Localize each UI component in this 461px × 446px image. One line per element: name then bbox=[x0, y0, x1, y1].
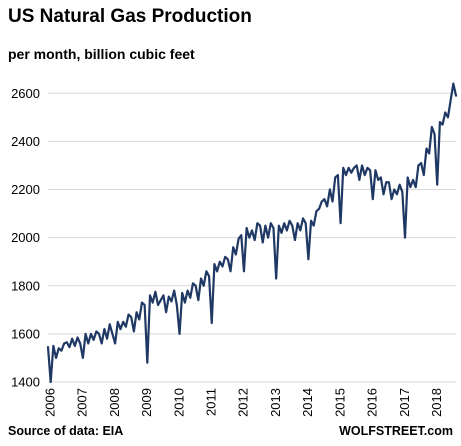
xtick-label-2013: 2013 bbox=[268, 388, 283, 417]
xtick-label-2007: 2007 bbox=[75, 388, 90, 417]
source-note: Source of data: EIA bbox=[8, 424, 124, 438]
series-line-production bbox=[46, 82, 458, 384]
xtick-label-2008: 2008 bbox=[107, 388, 122, 417]
ytick-label-2600: 2600 bbox=[11, 86, 40, 101]
ytick-label-1400: 1400 bbox=[11, 375, 40, 390]
xtick-label-2017: 2017 bbox=[397, 388, 412, 417]
xtick-label-2016: 2016 bbox=[365, 388, 380, 417]
xtick-label-2006: 2006 bbox=[42, 388, 57, 417]
xtick-label-2010: 2010 bbox=[171, 388, 186, 417]
brand-label: WOLFSTREET.com bbox=[339, 424, 453, 438]
chart-subtitle: per month, billion cubic feet bbox=[8, 46, 195, 62]
ytick-label-1800: 1800 bbox=[11, 278, 40, 293]
xtick-label-2009: 2009 bbox=[139, 388, 154, 417]
xtick-label-2015: 2015 bbox=[332, 388, 347, 417]
xtick-label-2011: 2011 bbox=[203, 388, 218, 416]
xtick-label-2018: 2018 bbox=[429, 388, 444, 417]
chart-title: US Natural Gas Production bbox=[8, 6, 252, 27]
ytick-label-1600: 1600 bbox=[11, 326, 40, 341]
xtick-label-2012: 2012 bbox=[236, 388, 251, 417]
ytick-label-2000: 2000 bbox=[11, 230, 40, 245]
ytick-label-2400: 2400 bbox=[11, 134, 40, 149]
xtick-label-2014: 2014 bbox=[300, 388, 315, 417]
ytick-label-2200: 2200 bbox=[11, 182, 40, 197]
